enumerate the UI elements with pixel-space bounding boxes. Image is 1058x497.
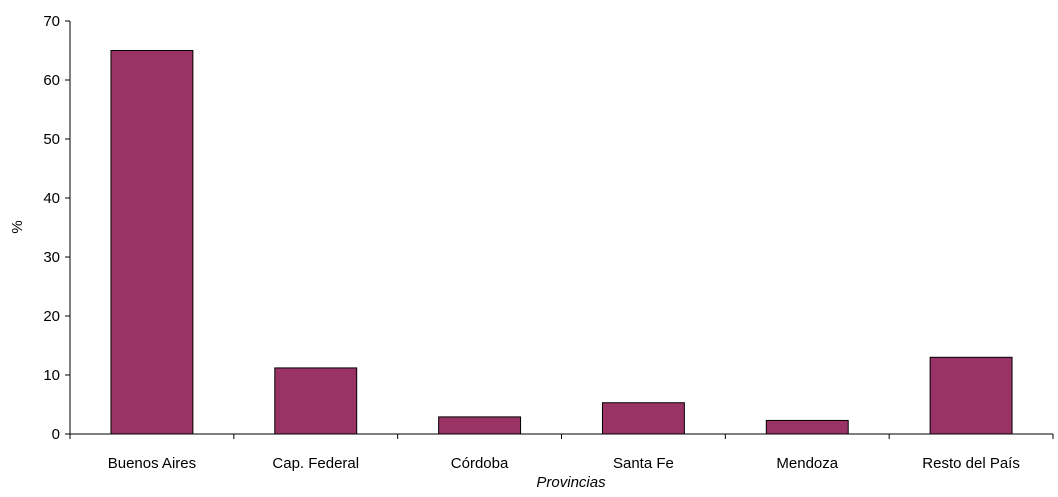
bar-santa-fe (601, 402, 685, 435)
y-tick-label: 30 (43, 249, 60, 266)
y-tick-label: 0 (52, 426, 60, 443)
y-tick-label: 10 (43, 367, 60, 384)
bar-buenos-aires (110, 50, 194, 435)
labels-layer: 0 10 20 30 40 50 60 70 Buenos Aires Cap. Federal C… (43, 13, 1020, 472)
x-tick-label: Córdoba (451, 455, 509, 472)
y-tick-label: 50 (43, 131, 60, 148)
y-axis-title: % (9, 220, 26, 233)
axes-layer (65, 20, 1054, 439)
y-tick-label: 60 (43, 72, 60, 89)
x-tick-label: Cap. Federal (272, 455, 359, 472)
y-tick-label: 20 (43, 308, 60, 325)
bar-mendoza (765, 419, 849, 435)
bar-c-rdoba (438, 416, 522, 435)
x-tick-label: Santa Fe (613, 455, 674, 472)
x-tick-label: Mendoza (776, 455, 838, 472)
y-tick-label: 70 (43, 13, 60, 30)
x-tick-label: Buenos Aires (108, 455, 196, 472)
bars-layer (110, 50, 1013, 435)
bar-cap-federal (274, 367, 358, 435)
y-tick-label: 40 (43, 190, 60, 207)
x-tick-label: Resto del País (922, 455, 1020, 472)
x-axis-title: Provincias (536, 474, 606, 491)
bar-resto-del-pa-s (929, 356, 1013, 435)
